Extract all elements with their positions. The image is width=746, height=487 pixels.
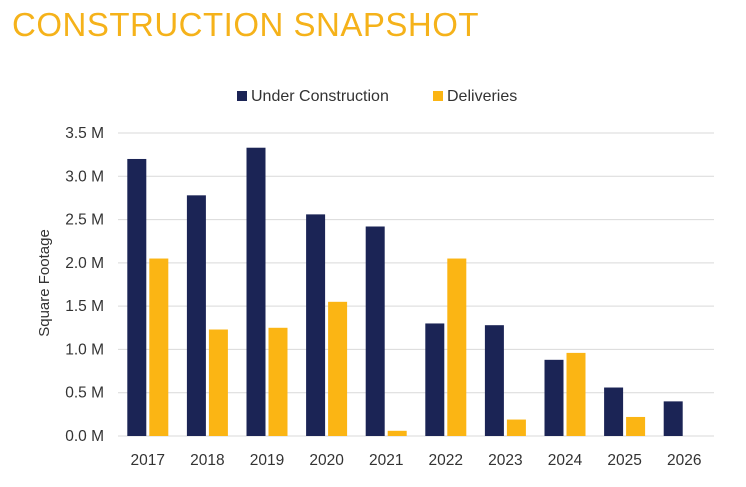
bars [127, 147, 683, 436]
bar-deliveries-2021 [387, 430, 407, 436]
x-tick-label: 2025 [607, 452, 641, 469]
y-tick-label: 1.5 M [65, 298, 104, 315]
y-tick-label: 2.5 M [65, 212, 104, 229]
bar-under-construction-2023 [484, 325, 504, 436]
y-tick-label: 3.0 M [65, 168, 104, 185]
bar-under-construction-2018 [186, 195, 206, 436]
x-tick-label: 2021 [369, 452, 403, 469]
y-tick-label: 3.5 M [65, 125, 104, 142]
y-tick-label: 1.0 M [65, 341, 104, 358]
page-title: CONSTRUCTION SNAPSHOT [12, 6, 480, 43]
y-tick-label: 0.0 M [65, 428, 104, 445]
bar-deliveries-2024 [566, 352, 586, 436]
legend-label: Deliveries [447, 88, 517, 105]
legend-label: Under Construction [251, 88, 389, 105]
x-tick-label: 2024 [548, 452, 583, 469]
bar-under-construction-2024 [544, 359, 564, 436]
y-axis-ticks: 0.0 M 0.5 M 1.0 M 1.5 M 2.0 M 2.5 M 3.0 M 3.5 M [65, 125, 104, 445]
bar-deliveries-2020 [328, 301, 348, 436]
grid-lines [118, 132, 714, 437]
y-tick-label: 2.0 M [65, 255, 104, 272]
bar-under-construction-2026 [663, 401, 683, 436]
x-tick-label: 2018 [190, 452, 224, 469]
x-tick-label: 2022 [429, 452, 463, 469]
bar-under-construction-2025 [604, 387, 624, 436]
legend-swatch [237, 91, 247, 101]
x-tick-label: 2017 [131, 452, 165, 469]
bar-deliveries-2025 [626, 416, 646, 436]
bar-under-construction-2022 [425, 323, 445, 436]
bar-deliveries-2018 [208, 329, 228, 436]
x-axis-ticks: 2017 2018 2019 2020 2021 2022 2023 2024 2025 2026 [131, 452, 702, 469]
bar-deliveries-2019 [268, 327, 288, 436]
bar-under-construction-2019 [246, 147, 266, 436]
y-tick-label: 0.5 M [65, 385, 104, 402]
bar-under-construction-2020 [306, 214, 326, 436]
y-axis-label: Square Footage [36, 229, 53, 337]
x-tick-label: 2023 [488, 452, 522, 469]
legend-swatch [433, 91, 443, 101]
bar-deliveries-2022 [447, 258, 467, 436]
bar-deliveries-2023 [506, 419, 526, 436]
x-tick-label: 2026 [667, 452, 701, 469]
x-tick-label: 2020 [309, 452, 344, 469]
legend: Under Construction Deliveries [237, 88, 517, 105]
bar-under-construction-2021 [365, 226, 385, 436]
bar-under-construction-2017 [127, 158, 147, 436]
bar-deliveries-2017 [149, 258, 169, 436]
x-tick-label: 2019 [250, 452, 284, 469]
